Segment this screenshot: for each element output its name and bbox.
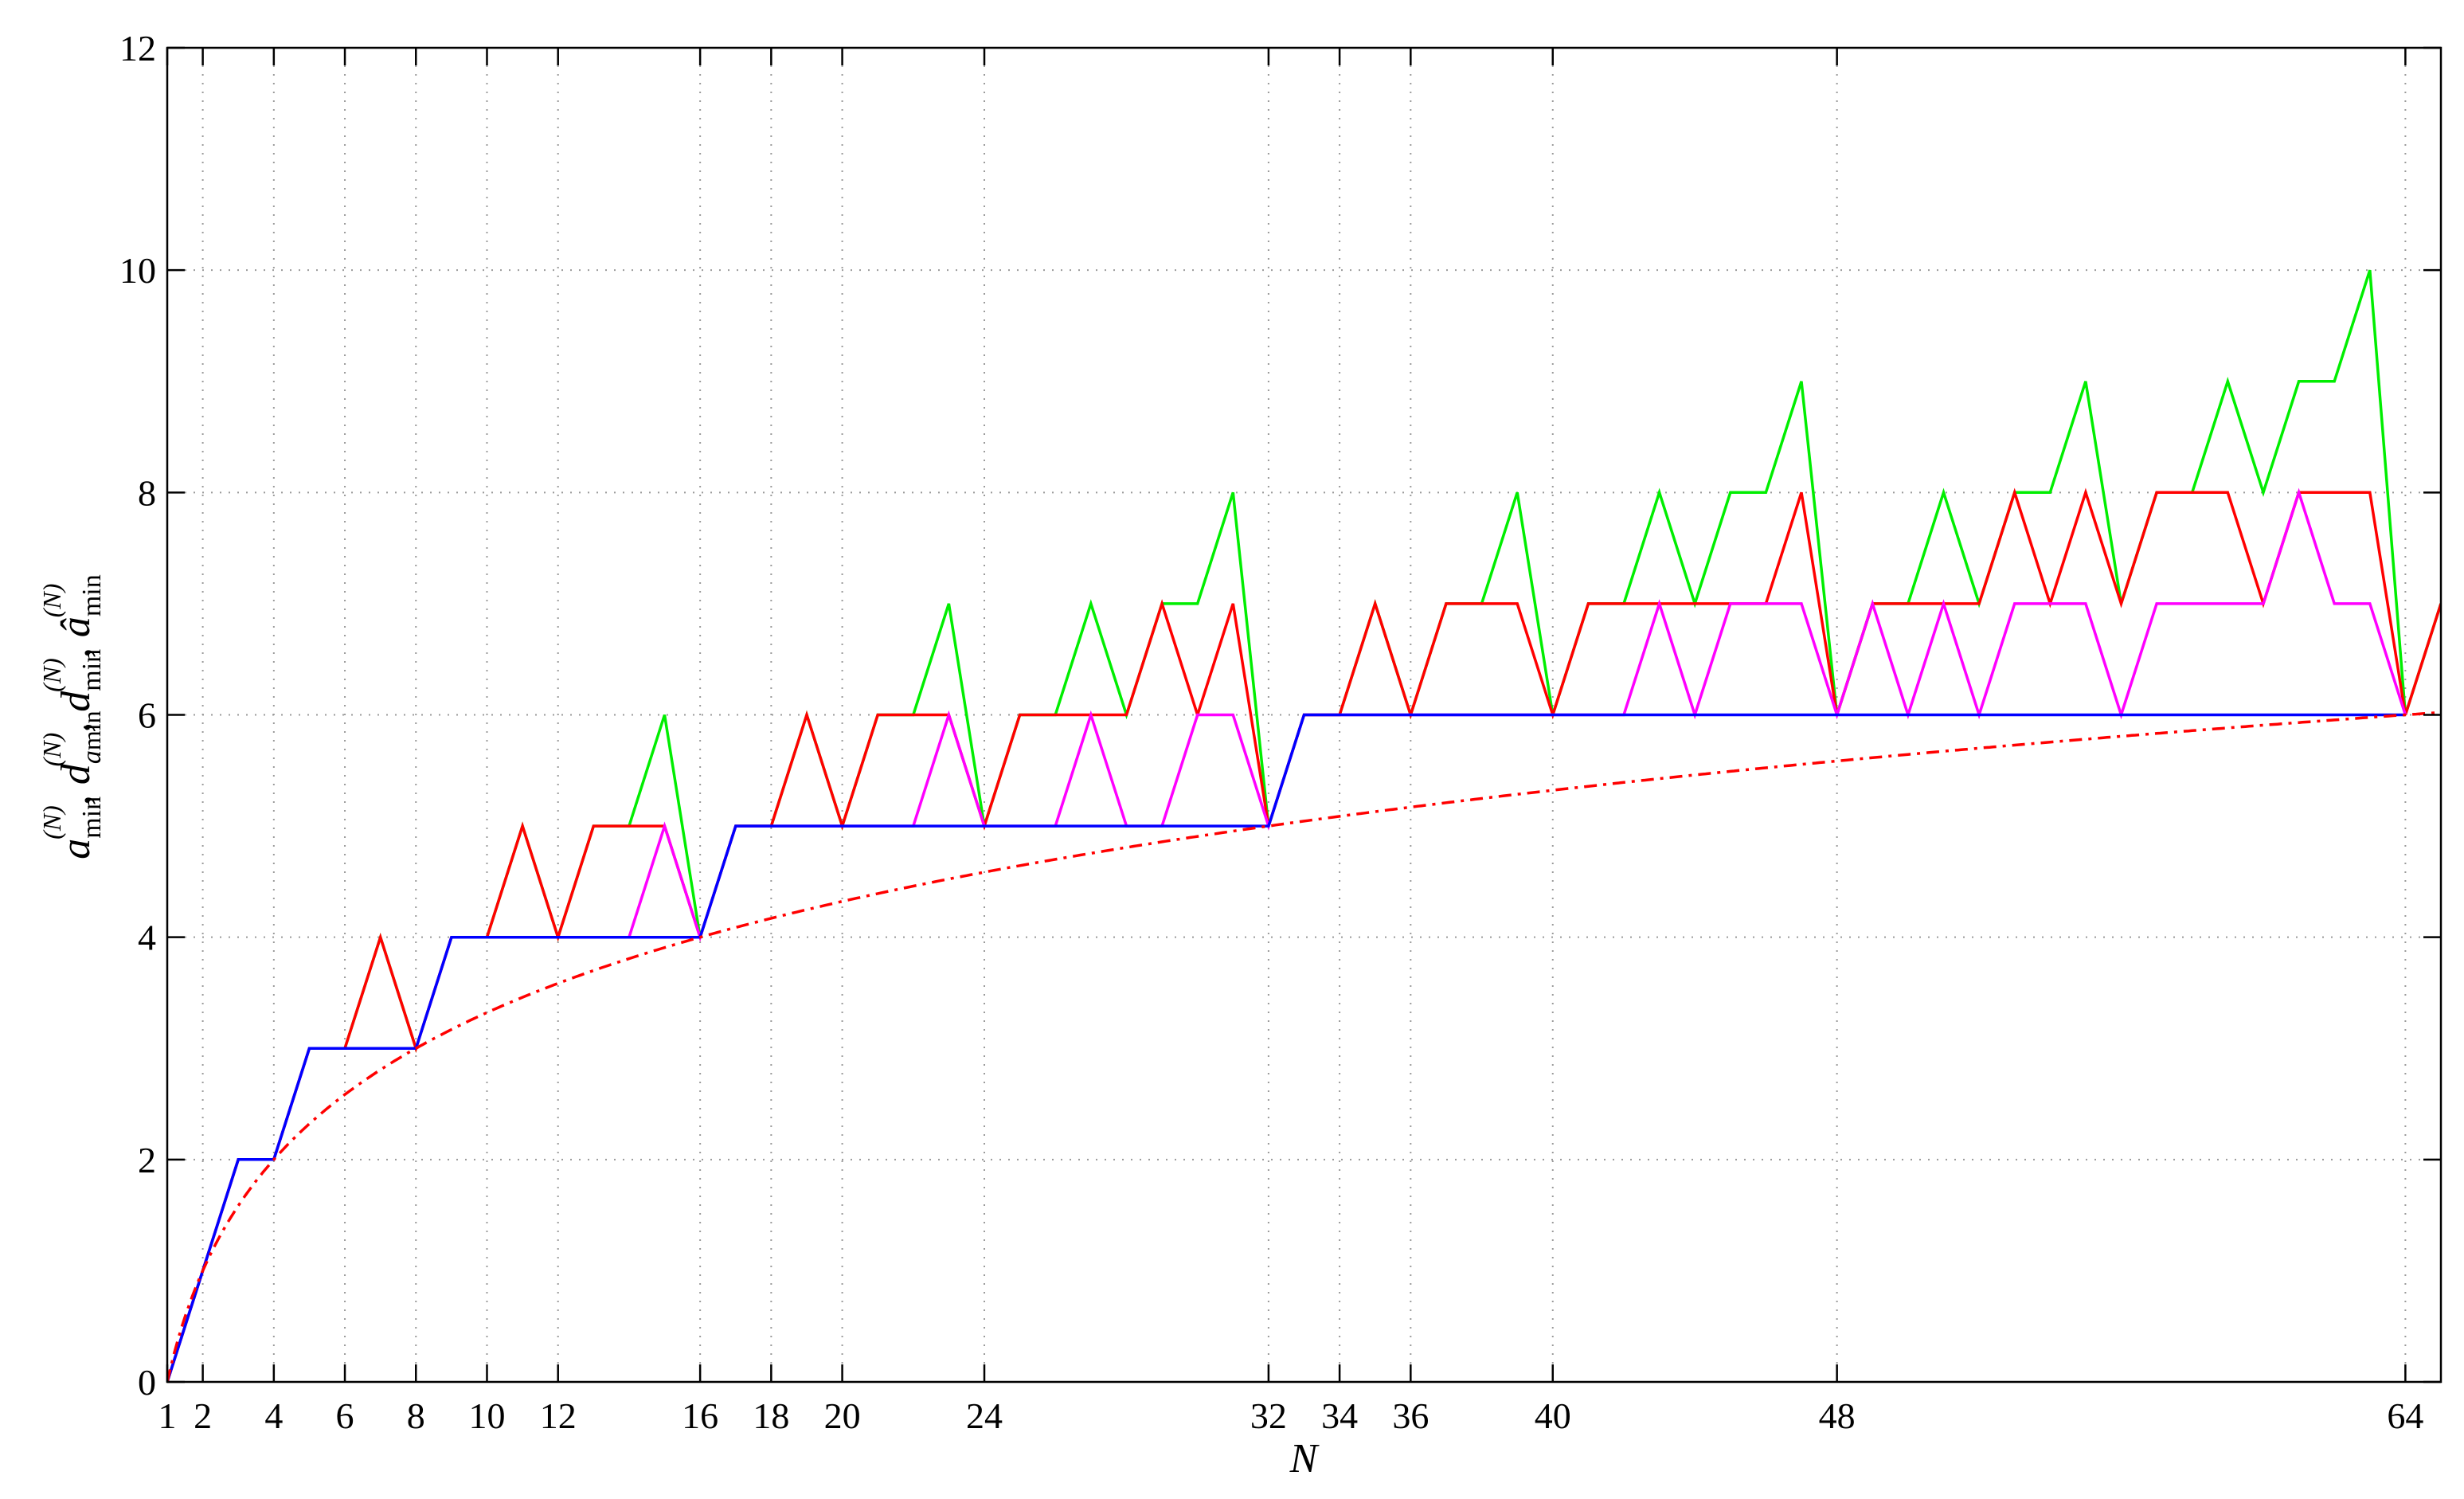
y-label-a-sup: (N) [37, 805, 66, 840]
y-label-d-sub: min [77, 649, 107, 691]
x-tick-label: 64 [2387, 1395, 2423, 1436]
y-label-da-sup: (N) [37, 733, 66, 767]
x-tick-label: 40 [1535, 1395, 1571, 1436]
series-line-3 [167, 713, 2406, 1382]
ticks [166, 46, 2441, 1384]
x-tick-label: 18 [753, 1395, 789, 1436]
x-tick-label: 4 [264, 1395, 283, 1436]
svg-text:amin(N), damin(N), dmin(N), âm: amin(N), damin(N), dmin(N), âmin(N) [37, 574, 107, 859]
x-tick-label: 2 [194, 1395, 212, 1436]
y-tick-label: 0 [138, 1362, 156, 1403]
x-tick-label: 34 [1321, 1395, 1358, 1436]
y-label-da-sub: a [77, 750, 107, 764]
grid [167, 48, 2441, 1382]
y-tick-label: 10 [119, 250, 156, 291]
y-label-ahat-sup: (N) [37, 584, 66, 618]
y-tick-label: 12 [119, 28, 156, 68]
x-axis-label: N [1289, 1436, 1320, 1481]
y-label-ahat-sub: min [77, 574, 107, 616]
x-tick-label: 6 [336, 1395, 354, 1436]
x-tick-label: 1 [158, 1395, 177, 1436]
x-tick-label: 12 [540, 1395, 577, 1436]
y-tick-label: 6 [138, 695, 156, 736]
x-tick-label: 36 [1392, 1395, 1429, 1436]
y-axis-label: amin(N), damin(N), dmin(N), âmin(N) [37, 574, 107, 859]
y-tick-label: 4 [138, 918, 156, 958]
series-layer [167, 269, 2441, 1382]
x-tick-label: 24 [966, 1395, 1003, 1436]
y-tick-label: 2 [138, 1140, 156, 1180]
x-tick-label: 32 [1250, 1395, 1287, 1436]
x-tick-label: 8 [407, 1395, 425, 1436]
x-tick-label: 20 [824, 1395, 861, 1436]
y-label-d-sup: (N) [37, 658, 66, 692]
series-line-4 [167, 710, 2441, 1382]
x-tick-label: 16 [682, 1395, 718, 1436]
y-label-a-sub: min [77, 796, 107, 839]
x-tick-label: 10 [468, 1395, 505, 1436]
y-tick-label: 8 [138, 472, 156, 513]
x-tick-label: 48 [1819, 1395, 1856, 1436]
y-label-a: a [53, 839, 99, 859]
